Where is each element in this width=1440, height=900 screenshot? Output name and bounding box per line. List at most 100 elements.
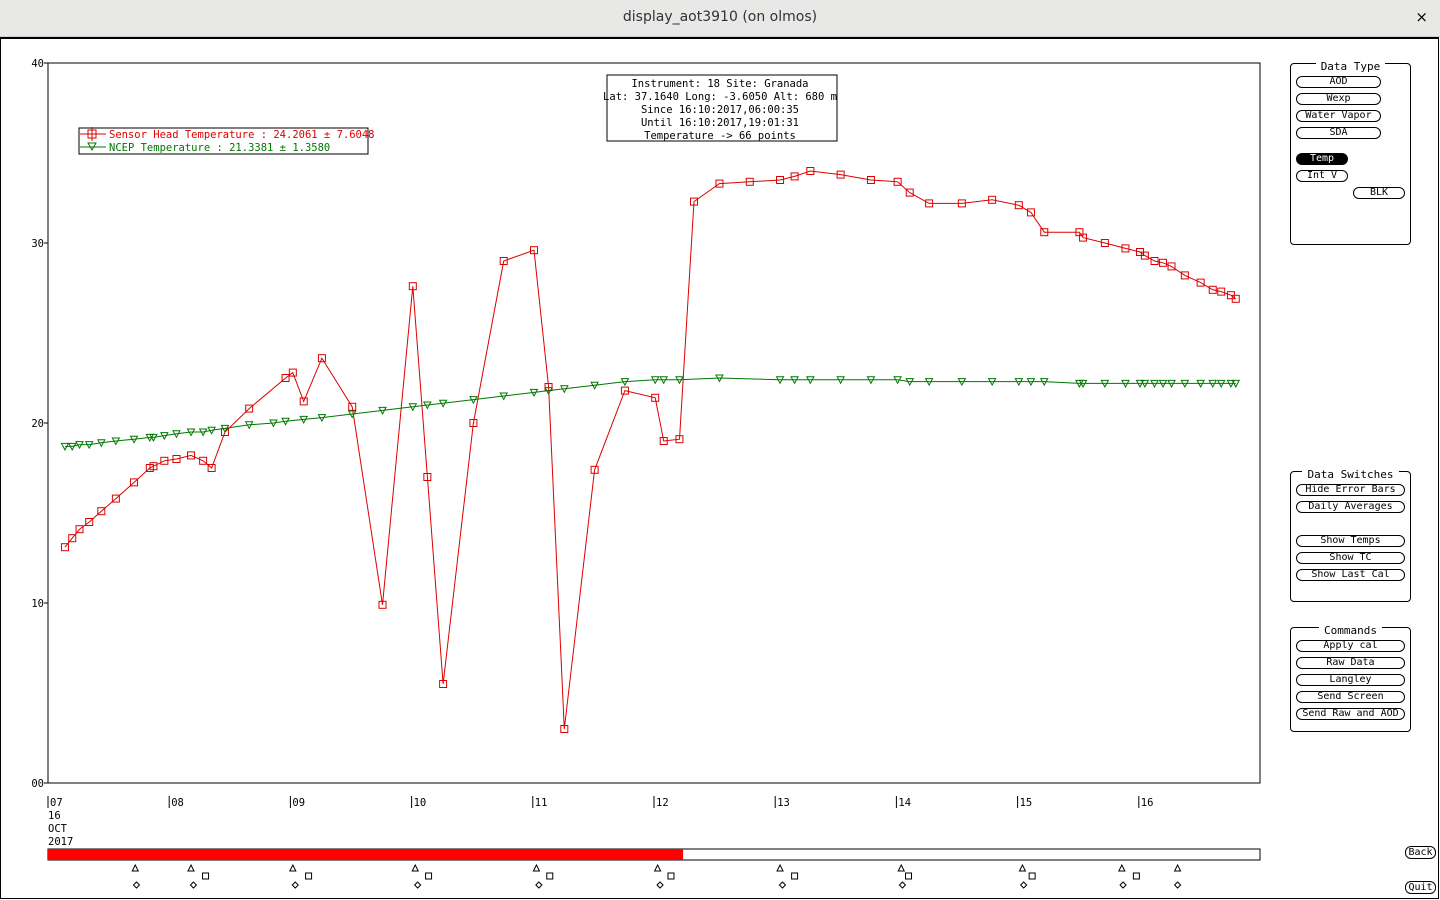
data-type-title: Data Type xyxy=(1315,60,1386,73)
series-2-point xyxy=(244,421,254,430)
timeline-diamond-marker xyxy=(132,881,141,889)
series-2-point xyxy=(1100,379,1110,388)
series-2-point xyxy=(172,430,181,439)
x-tick-label: 11 xyxy=(535,797,548,809)
series-2-point xyxy=(220,424,230,433)
raw-data-button[interactable]: Raw Data xyxy=(1296,657,1405,669)
series-1-point xyxy=(893,177,902,186)
series-1-point xyxy=(790,172,799,181)
date-year: 2017 xyxy=(48,836,73,848)
send-raw-and-aod-button[interactable]: Send Raw and AOD xyxy=(1296,708,1405,720)
series-1-point xyxy=(130,478,139,487)
timeline-diamond-marker xyxy=(535,881,543,889)
series-2-point xyxy=(1208,379,1218,388)
close-icon[interactable]: × xyxy=(1415,8,1428,26)
series-1-point xyxy=(1121,244,1130,253)
series-1-point xyxy=(423,473,432,481)
series-2-point xyxy=(544,387,553,396)
series-1-point xyxy=(1180,271,1189,280)
series-2-point xyxy=(198,428,208,437)
series-1-point xyxy=(1167,262,1176,271)
series-1-point xyxy=(988,195,997,204)
series-1-point xyxy=(1079,233,1088,242)
timeline-triangle-marker xyxy=(897,863,906,872)
temp-button[interactable]: Temp xyxy=(1296,153,1348,165)
series-1-point xyxy=(288,368,297,377)
series-1-point xyxy=(1231,294,1240,303)
series-2-point xyxy=(1196,379,1205,388)
series-2-point xyxy=(408,403,418,412)
send-screen-button[interactable]: Send Screen xyxy=(1296,691,1405,703)
series-2-point xyxy=(75,441,84,450)
series-2-point xyxy=(659,376,669,385)
series-2-point xyxy=(905,378,915,387)
x-tick-label: 16 xyxy=(1141,797,1154,809)
series-1-point xyxy=(1140,251,1149,260)
series-1-point xyxy=(439,680,448,688)
apply-cal-button[interactable]: Apply cal xyxy=(1296,640,1405,652)
legend-series-1: Sensor Head Temperature : 24.2061 ± 7.60… xyxy=(109,129,375,141)
series-1-point xyxy=(207,464,216,472)
series-2-point xyxy=(67,442,77,451)
timeline-triangle-marker xyxy=(131,863,140,872)
sda-button[interactable]: SDA xyxy=(1296,127,1381,139)
timeline-square-marker xyxy=(1028,872,1036,880)
series-1-point xyxy=(925,199,934,208)
series-1-line xyxy=(64,170,1237,730)
show-temps-button[interactable]: Show Temps xyxy=(1296,535,1405,547)
series-2-point xyxy=(620,378,630,387)
series-1-point xyxy=(620,386,629,395)
series-2-point xyxy=(1121,379,1130,388)
series-2-point xyxy=(60,442,70,451)
info-line-1: Instrument: 18 Site: Granada xyxy=(631,78,808,90)
timeline-triangle-marker xyxy=(532,863,541,872)
series-2-point xyxy=(129,435,139,444)
quit-button[interactable]: Quit xyxy=(1405,881,1436,894)
series-2-point xyxy=(987,378,997,387)
show-tc-button[interactable]: Show TC xyxy=(1296,552,1405,564)
series-2-point xyxy=(347,410,357,419)
series-1-point xyxy=(85,518,94,526)
window-titlebar: display_aot3910 (on olmos) × xyxy=(0,0,1440,37)
series-1-point xyxy=(836,170,845,179)
series-2-point xyxy=(499,392,509,401)
series-2-point xyxy=(149,433,158,442)
back-button[interactable]: Back xyxy=(1405,846,1436,859)
series-2-point xyxy=(281,417,290,426)
x-tick-label: 12 xyxy=(656,797,669,809)
series-1-point xyxy=(866,176,875,184)
timeline-triangle-marker xyxy=(1118,863,1126,872)
series-2-point xyxy=(96,439,106,448)
timeline-diamond-marker xyxy=(656,881,664,889)
series-2-point xyxy=(675,376,684,385)
series-2-point xyxy=(1135,379,1145,388)
series-1-point xyxy=(160,456,169,465)
show-last-cal-button[interactable]: Show Last Cal xyxy=(1296,569,1405,581)
series-1-point xyxy=(560,725,569,733)
series-1-point xyxy=(957,199,966,208)
y-tick-label: 00 xyxy=(31,778,44,790)
aod-button[interactable]: AOD xyxy=(1296,76,1381,88)
timeline-diamond-marker xyxy=(1119,881,1127,889)
water-vapor-button[interactable]: Water Vapor xyxy=(1296,110,1381,122)
hide-error-bars-button[interactable]: Hide Error Bars xyxy=(1296,484,1405,496)
series-1-point xyxy=(469,419,478,427)
timeline-square-marker xyxy=(905,872,913,880)
int-v-button[interactable]: Int V xyxy=(1296,170,1348,182)
series-1-point xyxy=(905,188,914,197)
series-2-point xyxy=(269,419,278,428)
legend-series-2: NCEP Temperature : 21.3381 ± 1.3580 xyxy=(109,142,330,154)
timeline-triangle-marker xyxy=(1018,863,1027,872)
langley-button[interactable]: Langley xyxy=(1296,674,1405,686)
wexp-button[interactable]: Wexp xyxy=(1296,93,1381,105)
series-2-point xyxy=(559,385,569,394)
series-1-point xyxy=(745,177,754,186)
timeline-square-marker xyxy=(305,872,313,880)
series-2-point xyxy=(299,415,309,424)
series-1-point xyxy=(245,404,254,413)
blk-button[interactable]: BLK xyxy=(1353,187,1405,199)
daily-averages-button[interactable]: Daily Averages xyxy=(1296,501,1405,513)
series-1-point xyxy=(97,507,106,516)
series-1-point xyxy=(348,402,357,411)
timeline-diamond-marker xyxy=(778,881,787,889)
